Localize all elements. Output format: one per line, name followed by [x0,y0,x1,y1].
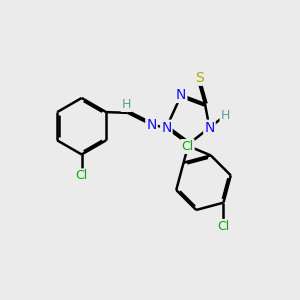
Text: N: N [161,121,172,135]
Text: N: N [146,118,157,132]
Text: S: S [195,71,203,85]
Text: Cl: Cl [217,220,230,233]
Text: N: N [204,121,214,135]
Text: N: N [176,88,186,102]
Text: Cl: Cl [76,169,88,182]
Text: Cl: Cl [182,140,194,153]
Text: H: H [220,109,230,122]
Text: H: H [122,98,131,111]
